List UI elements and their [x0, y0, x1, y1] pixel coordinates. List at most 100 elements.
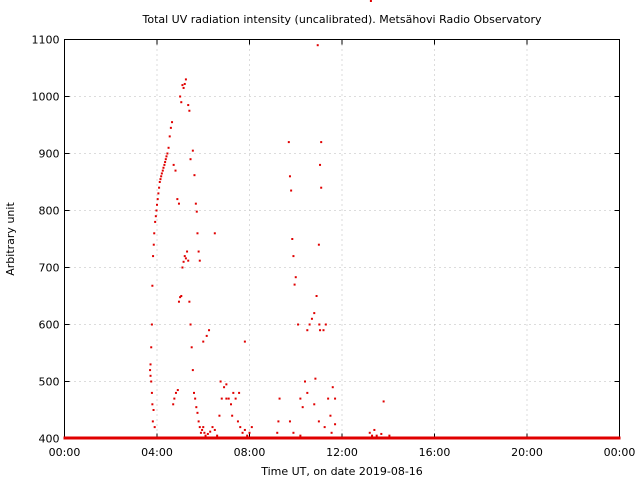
data-point — [181, 266, 184, 269]
data-point — [306, 329, 309, 332]
data-point — [243, 428, 246, 431]
data-point — [165, 155, 168, 158]
data-point — [216, 434, 219, 437]
data-point — [319, 163, 322, 166]
data-point — [317, 420, 320, 423]
data-point — [323, 426, 326, 429]
data-point — [209, 430, 212, 433]
data-point — [174, 391, 177, 394]
data-point — [193, 174, 196, 177]
data-point — [294, 276, 297, 279]
data-point — [166, 152, 169, 155]
data-point — [299, 397, 302, 400]
data-point — [206, 432, 209, 435]
data-point — [203, 431, 206, 434]
data-point — [319, 329, 322, 332]
y-axis: 400 500 600 700 800 900 1000 1100 — [32, 34, 620, 446]
data-point — [151, 403, 154, 406]
data-point — [188, 300, 191, 303]
data-point — [182, 260, 185, 263]
data-point — [163, 163, 166, 166]
data-point — [375, 434, 378, 437]
data-point — [150, 380, 153, 383]
data-point — [232, 391, 235, 394]
data-point — [177, 202, 180, 205]
data-point — [177, 300, 180, 303]
plot-frame — [64, 39, 620, 439]
x-tick-label: 08:00 — [234, 446, 266, 459]
data-point — [327, 397, 330, 400]
data-point — [322, 329, 325, 332]
data-point — [195, 406, 198, 409]
data-point — [186, 250, 189, 253]
data-point — [278, 397, 281, 400]
data-points — [63, 0, 621, 440]
data-point — [250, 426, 253, 429]
y-axis-label: Arbitrary unit — [4, 202, 17, 276]
data-point — [152, 243, 155, 246]
data-point — [196, 411, 199, 414]
data-point — [299, 434, 302, 437]
data-point — [157, 192, 160, 195]
data-point — [190, 346, 193, 349]
data-point — [152, 255, 155, 258]
data-point — [202, 340, 205, 343]
x-axis-label: Time UT, on date 2019-08-16 — [260, 465, 423, 478]
data-point — [193, 391, 195, 394]
data-point — [179, 296, 182, 299]
data-point — [188, 109, 191, 112]
data-point — [187, 104, 190, 107]
data-point — [204, 434, 207, 437]
data-point — [189, 323, 192, 326]
data-point — [180, 295, 183, 297]
data-point — [306, 391, 309, 394]
y-tick-label: 1000 — [32, 91, 60, 104]
data-point — [149, 374, 152, 377]
data-point — [154, 215, 157, 218]
data-point — [164, 161, 167, 164]
data-point — [335, 437, 338, 440]
data-point — [223, 386, 226, 389]
data-point — [156, 198, 159, 201]
data-point — [156, 203, 158, 206]
data-point — [368, 431, 371, 434]
data-point — [291, 238, 294, 240]
data-point — [183, 82, 186, 85]
data-point — [324, 323, 327, 326]
data-point — [313, 312, 316, 315]
grid-lines — [64, 39, 620, 439]
data-point — [174, 169, 177, 172]
x-tick-label: 00:00 — [604, 446, 636, 459]
data-point — [334, 397, 337, 400]
y-tick-label: 400 — [39, 433, 60, 446]
data-point — [331, 386, 334, 389]
data-point — [150, 346, 153, 349]
data-point — [248, 431, 251, 434]
x-tick-label: 16:00 — [419, 446, 451, 459]
data-point — [320, 186, 323, 189]
data-point — [184, 257, 187, 260]
data-point — [314, 377, 317, 380]
data-point — [208, 329, 211, 332]
data-point — [172, 163, 175, 166]
y-tick-label: 900 — [39, 148, 60, 161]
x-axis: 00:00 04:00 08:00 12:00 16:00 20:00 00:00 — [49, 39, 636, 459]
data-point — [153, 232, 156, 235]
x-tick-label: 04:00 — [141, 446, 173, 459]
data-point — [292, 255, 295, 258]
data-point — [149, 363, 152, 366]
data-point — [218, 414, 221, 417]
y-tick-label: 600 — [39, 319, 60, 332]
data-point — [238, 391, 241, 394]
data-point — [184, 78, 187, 81]
data-point — [198, 426, 201, 429]
data-point — [239, 426, 242, 429]
data-point — [369, 0, 372, 2]
data-point — [313, 403, 316, 406]
data-point — [297, 323, 300, 326]
data-point — [211, 426, 214, 429]
y-tick-label: 500 — [39, 376, 60, 389]
data-point — [330, 431, 333, 434]
data-point — [292, 431, 295, 434]
data-point — [194, 202, 197, 205]
